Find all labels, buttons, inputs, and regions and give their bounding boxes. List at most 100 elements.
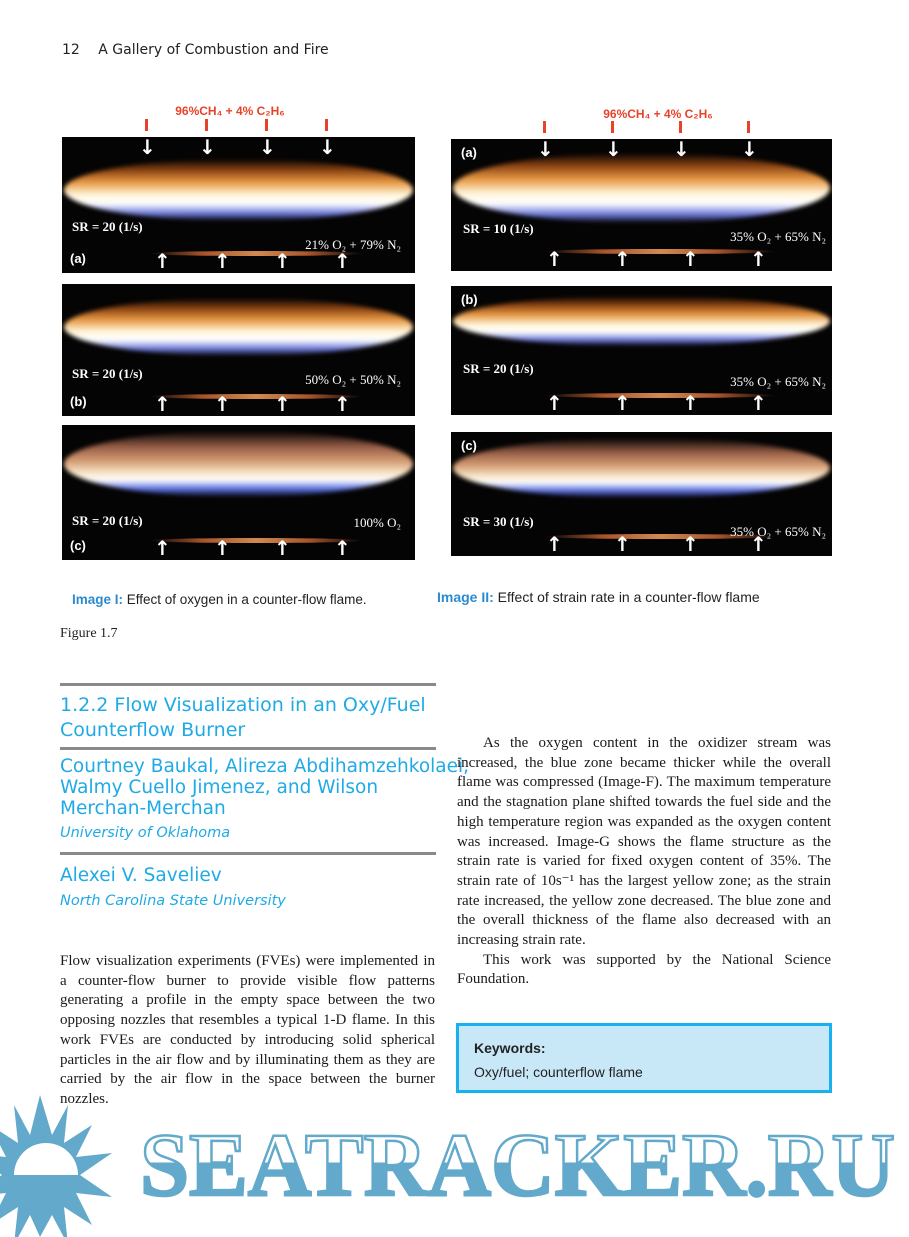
arrow-up-icon: ↑: [214, 249, 231, 273]
flame: [453, 438, 830, 498]
fuel-inlet-marker: [611, 121, 614, 133]
arrow-up-icon: ↑: [274, 249, 291, 273]
arrow-up-icon: ↑: [750, 247, 767, 271]
author-line: Merchan-Merchan: [60, 798, 226, 819]
keywords-value: Oxy/fuel; counterflow flame: [474, 1064, 643, 1080]
author-line: Courtney Baukal, Alireza Abdihamzehkolae…: [60, 756, 470, 777]
paragraph: Flow visualization experiments (FVEs) we…: [60, 953, 435, 1107]
figure-number: Figure 1.7: [60, 626, 118, 641]
running-title: A Gallery of Combustion and Fire: [98, 42, 329, 58]
strain-rate-label: SR = 10 (1/s): [463, 221, 534, 236]
flame-photo-ii-b: ↑ ↑ ↑ ↑ (b) SR = 20 (1/s) 35% O₂ + 65% N₂: [451, 286, 832, 415]
nozzle-glow: [150, 394, 363, 399]
panel-tag: (c): [70, 538, 86, 553]
panel-tag: (a): [70, 251, 86, 266]
oxidizer-label: 35% O₂ + 65% N₂: [730, 374, 826, 389]
arrow-up-icon: ↑: [546, 247, 563, 271]
panel-tag: (c): [461, 438, 477, 453]
nozzle-glow: [546, 249, 775, 254]
divider: [60, 683, 436, 686]
oxidizer-label: 35% O₂ + 65% N₂: [730, 229, 826, 244]
arrow-down-icon: ↓: [741, 139, 758, 161]
keywords-box: Keywords: Oxy/fuel; counterflow flame: [456, 1023, 832, 1093]
arrow-up-icon: ↑: [682, 391, 699, 415]
flame-photo-i-a: ↓ ↑ ↓ ↑ ↓ ↑ ↓ ↑ (a) SR = 20 (1/s) 21% O₂ + 79% N₂: [62, 137, 415, 273]
arrow-down-icon: ↓: [259, 137, 276, 159]
flame-photo-i-c: ↑ ↑ ↑ ↑ (c) SR = 20 (1/s) 100% O₂: [62, 425, 415, 560]
arrow-up-icon: ↑: [546, 391, 563, 415]
body-paragraph-left: Flow visualization experiments (FVEs) we…: [60, 952, 435, 1110]
arrow-down-icon: ↓: [673, 139, 690, 161]
nozzle-glow: [546, 393, 775, 398]
arrow-up-icon: ↑: [274, 536, 291, 560]
arrow-up-icon: ↑: [154, 249, 171, 273]
fuel-inlet-marker: [747, 121, 750, 133]
oxidizer-label: 21% O₂ + 79% N₂: [305, 237, 401, 252]
arrow-up-icon: ↑: [614, 247, 631, 271]
fuel-inlet-marker: [543, 121, 546, 133]
paragraph: This work was supported by the National …: [457, 951, 831, 988]
strain-rate-label: SR = 20 (1/s): [72, 366, 143, 381]
panel-tag: (a): [461, 145, 477, 160]
flame: [64, 159, 413, 221]
caption-text: Effect of strain rate in a counter-flow …: [493, 589, 760, 605]
strain-rate-label: SR = 20 (1/s): [463, 361, 534, 376]
arrow-up-icon: ↑: [334, 536, 351, 560]
sun-icon: [0, 1095, 112, 1237]
arrow-down-icon: ↓: [605, 139, 622, 161]
arrow-up-icon: ↑: [614, 391, 631, 415]
divider: [60, 747, 436, 750]
fuel-inlet-marker: [205, 119, 208, 131]
nozzle-glow: [546, 534, 775, 539]
fuel-inlet-marker: [145, 119, 148, 131]
panel-tag: (b): [70, 394, 87, 409]
arrow-up-icon: ↑: [614, 532, 631, 556]
arrow-up-icon: ↑: [214, 536, 231, 560]
arrow-up-icon: ↑: [546, 532, 563, 556]
nozzle-glow: [150, 538, 363, 543]
arrow-up-icon: ↑: [154, 392, 171, 416]
caption-image-ii: Image II: Effect of strain rate in a cou…: [437, 589, 760, 605]
authors-group-1: Courtney Baukal, Alireza Abdihamzehkolae…: [60, 756, 469, 819]
arrow-up-icon: ↑: [334, 392, 351, 416]
author-line: Walmy Cuello Jimenez, and Wilson: [60, 777, 379, 798]
paragraph: As the oxygen content in the oxidizer st…: [457, 735, 831, 949]
flame-photo-ii-c: ↑ ↑ ↑ ↑ (c) SR = 30 (1/s) 35% O₂ + 65% N₂: [451, 432, 832, 556]
arrow-up-icon: ↑: [750, 532, 767, 556]
caption-image-i: Image I: Effect of oxygen in a counter-f…: [72, 592, 367, 607]
arrow-up-icon: ↑: [154, 536, 171, 560]
running-header: 12 A Gallery of Combustion and Fire: [62, 42, 329, 58]
flame-photo-i-b: ↑ ↑ ↑ ↑ (b) SR = 20 (1/s) 50% O₂ + 50% N₂: [62, 284, 415, 416]
affiliation-1: University of Oklahoma: [60, 825, 231, 841]
watermark-logo: SEATRACKER.RU: [0, 1095, 896, 1237]
caption-label: Image I:: [72, 592, 124, 607]
fuel-inlet-marker: [325, 119, 328, 131]
body-column-right: As the oxygen content in the oxidizer st…: [457, 734, 831, 990]
keywords-title: Keywords:: [474, 1040, 546, 1056]
strain-rate-label: SR = 30 (1/s): [463, 514, 534, 529]
strain-rate-label: SR = 20 (1/s): [72, 513, 143, 528]
arrow-down-icon: ↓: [199, 137, 216, 159]
arrow-down-icon: ↓: [319, 137, 336, 159]
page-number: 12: [62, 42, 80, 58]
oxidizer-label: 35% O₂ + 65% N₂: [730, 524, 826, 539]
arrow-down-icon: ↓: [139, 137, 156, 159]
section-title-line: Counterflow Burner: [60, 719, 246, 741]
panel-tag: (b): [461, 292, 478, 307]
section-title-line: 1.2.2 Flow Visualization in an Oxy/Fuel: [60, 694, 426, 716]
arrow-up-icon: ↑: [750, 391, 767, 415]
arrow-up-icon: ↑: [274, 392, 291, 416]
caption-text: Effect of oxygen in a counter-flow flame…: [123, 592, 367, 607]
flame: [453, 296, 830, 346]
flame: [453, 153, 830, 223]
arrow-up-icon: ↑: [682, 532, 699, 556]
flame-photo-ii-a: ↓ ↑ ↓ ↑ ↓ ↑ ↓ ↑ (a) SR = 10 (1/s) 35% O₂ + 65% N₂: [451, 139, 832, 271]
fuel-label-right: 96%CH₄ + 4% C₂H₆: [603, 107, 713, 121]
arrow-up-icon: ↑: [334, 249, 351, 273]
oxidizer-label: 100% O₂: [353, 515, 402, 530]
nozzle-glow: [150, 251, 363, 256]
fuel-inlet-marker: [679, 121, 682, 133]
fuel-inlet-marker: [265, 119, 268, 131]
arrow-down-icon: ↓: [537, 139, 554, 161]
strain-rate-label: SR = 20 (1/s): [72, 219, 143, 234]
